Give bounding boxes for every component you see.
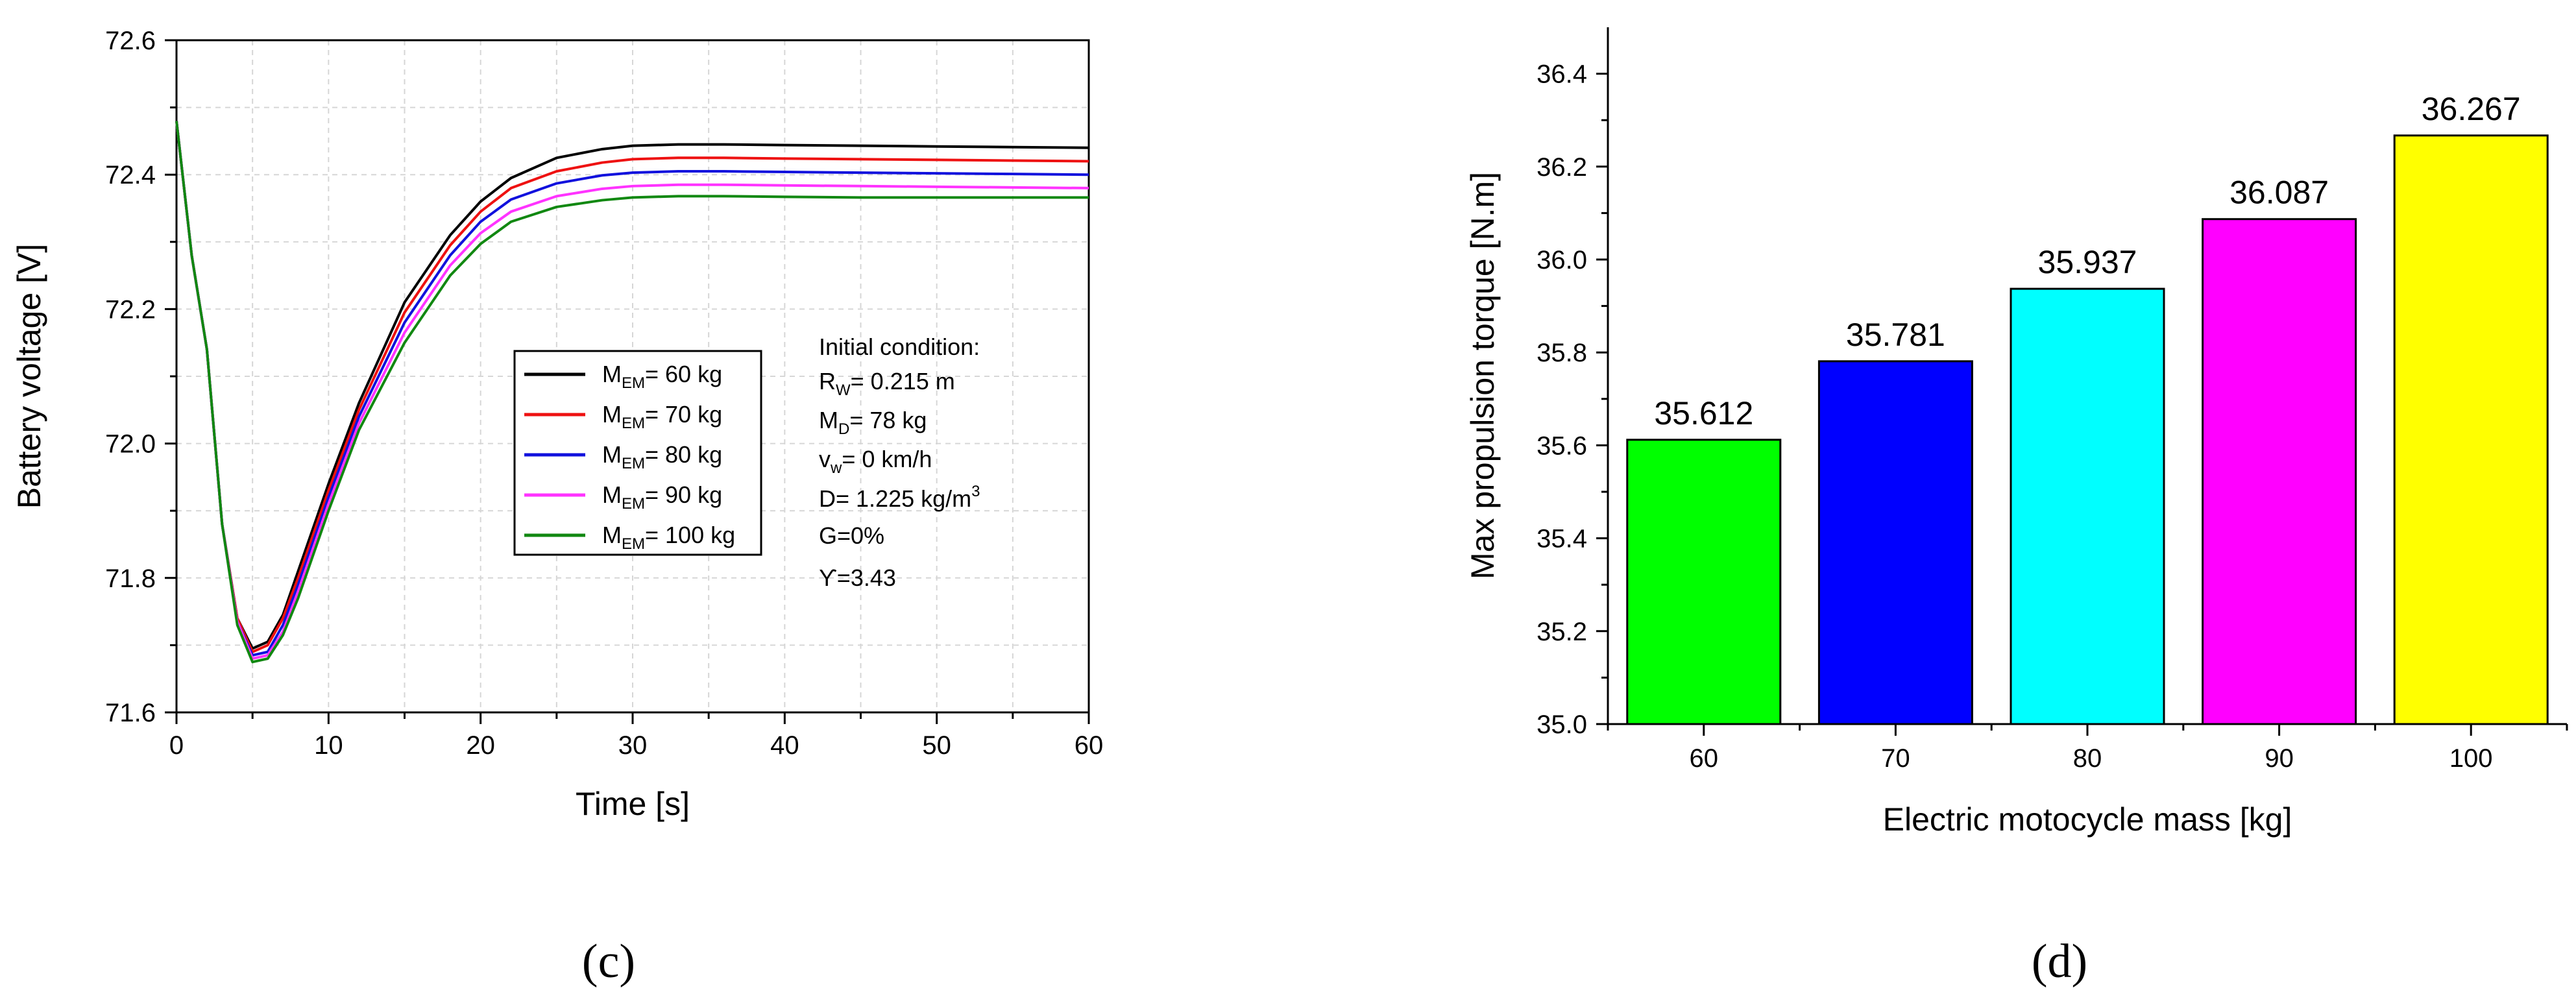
y-tick-label: 35.8 [1537,339,1587,367]
y-tick-label: 36.2 [1537,153,1587,182]
annotation-text: G=0% [819,522,884,549]
annotation-text: R [819,368,836,394]
y-tick-label: 36.4 [1537,60,1587,89]
legend-entry-0: MEM= 60 kg [602,361,722,392]
y-tick-label: 72.0 [105,430,156,459]
bar-90 [2202,218,2357,725]
x-axis-label: Electric motocycle mass [kg] [1883,801,2292,838]
bar-80 [2010,287,2165,725]
legend-text: = 90 kg [645,481,722,508]
panel-label-c: (c) [582,935,635,988]
y-axis-label: Max propulsion torque [N.m] [1464,172,1501,579]
legend-entry-1: MEM= 70 kg [602,401,722,432]
y-tick-label: 36.0 [1537,246,1587,274]
annotation-text: = 0.215 m [851,368,955,394]
legend-text: M [602,441,622,468]
legend-text: M [602,401,622,428]
annotation-text: ϒ=3.43 [819,564,896,591]
annotation-line-0: RW= 0.215 m [819,368,955,399]
y-tick-label: 72.2 [105,295,156,324]
x-tick-label: 40 [770,731,799,760]
bar-100 [2393,134,2549,725]
bar-value-label-80: 35.937 [2038,244,2137,280]
x-tick-label: 60 [1690,744,1719,773]
annotation-line-5: ϒ=3.43 [819,564,896,591]
x-tick-label: 0 [169,731,184,760]
legend-text: = 60 kg [645,361,722,387]
y-tick-label: 35.0 [1537,710,1587,739]
bar-value-label-60: 35.612 [1654,395,1753,431]
legend-box [513,350,762,556]
legend-entry-4: MEM= 100 kg [602,522,735,553]
legend-text: = 70 kg [645,401,722,428]
legend-subscript: EM [622,495,645,513]
x-tick-label: 80 [2073,744,2102,773]
y-tick-label: 35.4 [1537,525,1587,553]
x-tick-label: 30 [618,731,648,760]
y-tick-label: 71.6 [105,699,156,727]
annotation-subscript: w [830,459,842,477]
y-tick-label: 35.2 [1537,618,1587,646]
y-tick-label: 35.6 [1537,431,1587,460]
annotation-line-1: MD= 78 kg [819,407,927,438]
annotation-text: = 78 kg [849,407,927,433]
y-tick-label: 72.4 [105,161,156,189]
x-tick-label: 20 [466,731,495,760]
legend-entry-3: MEM= 90 kg [602,481,722,513]
annotation-superscript: 3 [971,483,980,500]
y-tick-label: 71.8 [105,564,156,593]
legend-text: M [602,522,622,548]
annotation-text: v [819,446,831,472]
legend-subscript: EM [622,535,645,553]
series-line-4 [175,121,1089,664]
annotation-title: Initial condition: [819,333,980,360]
x-tick-label: 90 [2265,744,2294,773]
initial-condition-annotation: Initial condition: RW= 0.215 m MD= 78 kg vw… [819,333,980,591]
annotation-text: = 0 km/h [842,446,932,472]
legend-text: M [602,361,622,387]
legend-text: = 100 kg [645,522,735,548]
annotation-subscript: W [836,381,851,399]
annotation-line-3: D= 1.225 kg/m3 [819,483,980,512]
annotation-text: M [819,407,838,433]
legend-text: M [602,481,622,508]
bar-value-label-100: 36.267 [2422,91,2521,127]
bar-70 [1817,360,1973,725]
voltage-line-chart: 0 10 20 30 40 50 60 71.6 71.8 72.0 72.2 72.4 72.6 Tim… [11,27,1103,988]
x-tick-label: 10 [314,731,343,760]
bar-value-label-70: 35.781 [1846,317,1945,353]
annotation-text: D= 1.225 kg/m [819,485,971,512]
x-tick-label: 70 [1881,744,1910,773]
x-tick-label: 100 [2449,744,2493,773]
x-axis-label: Time [s] [576,786,690,822]
annotation-line-2: vw= 0 km/h [819,446,932,477]
legend-subscript: EM [622,455,645,472]
panel-label-d: (d) [2032,935,2087,988]
y-axis-label: Battery voltage [V] [11,244,47,509]
y-tick-label: 72.6 [105,27,156,55]
bar-60 [1626,439,1782,725]
x-tick-label: 60 [1075,731,1104,760]
x-tick-label: 50 [922,731,951,760]
legend-subscript: EM [622,415,645,432]
legend-subscript: EM [622,374,645,392]
legend-text: = 80 kg [645,441,722,468]
annotation-line-4: G=0% [819,522,884,549]
bar-value-label-90: 36.087 [2230,175,2329,211]
torque-bar-chart: 35.612 35.781 35.937 36.087 36.267 35.0 35.2 35… [1464,27,2568,988]
legend-entry-2: MEM= 80 kg [602,441,722,472]
annotation-subscript: D [838,420,849,438]
